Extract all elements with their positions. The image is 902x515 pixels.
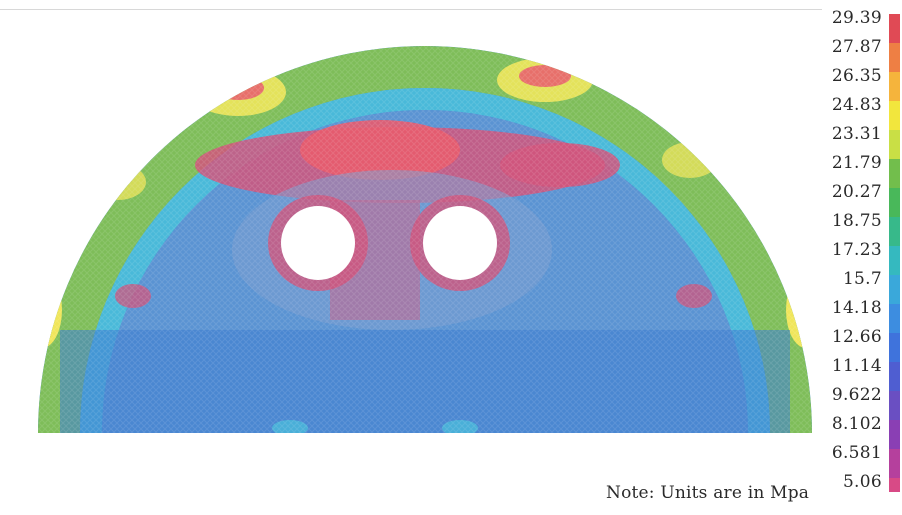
legend-value: 27.87 bbox=[831, 37, 882, 57]
legend-value: 15.7 bbox=[842, 269, 882, 289]
legend-swatch bbox=[889, 188, 900, 217]
legend-swatch bbox=[889, 275, 900, 304]
legend-swatch bbox=[889, 130, 900, 159]
hole-right bbox=[423, 206, 497, 280]
legend-value: 9.622 bbox=[831, 385, 882, 405]
legend-swatch bbox=[889, 43, 900, 72]
top-border-line bbox=[0, 9, 822, 10]
legend-swatch bbox=[889, 420, 900, 449]
legend-swatch bbox=[889, 333, 900, 362]
rim-spot-left-core bbox=[38, 288, 50, 332]
legend-value: 20.27 bbox=[831, 182, 882, 202]
units-note: Note: Units are in Mpa bbox=[606, 483, 810, 503]
legend-value: 14.18 bbox=[831, 298, 882, 318]
legend-value: 11.14 bbox=[831, 356, 882, 376]
legend-swatch bbox=[889, 391, 900, 420]
legend-value: 24.83 bbox=[831, 95, 882, 115]
legend-value: 6.581 bbox=[831, 443, 882, 463]
legend-swatch bbox=[889, 304, 900, 333]
legend-swatch bbox=[889, 14, 900, 43]
legend-value: 26.35 bbox=[831, 66, 882, 86]
legend-swatch bbox=[889, 246, 900, 275]
legend-value: 17.23 bbox=[831, 240, 882, 260]
legend-value: 18.75 bbox=[831, 211, 882, 231]
legend-value: 21.79 bbox=[831, 153, 882, 173]
legend-swatch bbox=[889, 478, 900, 492]
legend-swatch bbox=[889, 217, 900, 246]
legend-value: 12.66 bbox=[831, 327, 882, 347]
legend-swatch bbox=[889, 101, 900, 130]
legend-swatch bbox=[889, 159, 900, 188]
legend-value: 5.06 bbox=[842, 472, 882, 492]
hole-left bbox=[281, 206, 355, 280]
legend-value: 29.39 bbox=[831, 8, 882, 28]
legend-swatch bbox=[889, 449, 900, 478]
legend-swatch bbox=[889, 72, 900, 101]
legend-value: 23.31 bbox=[831, 124, 882, 144]
legend-value: 8.102 bbox=[831, 414, 882, 434]
legend-swatch bbox=[889, 362, 900, 391]
